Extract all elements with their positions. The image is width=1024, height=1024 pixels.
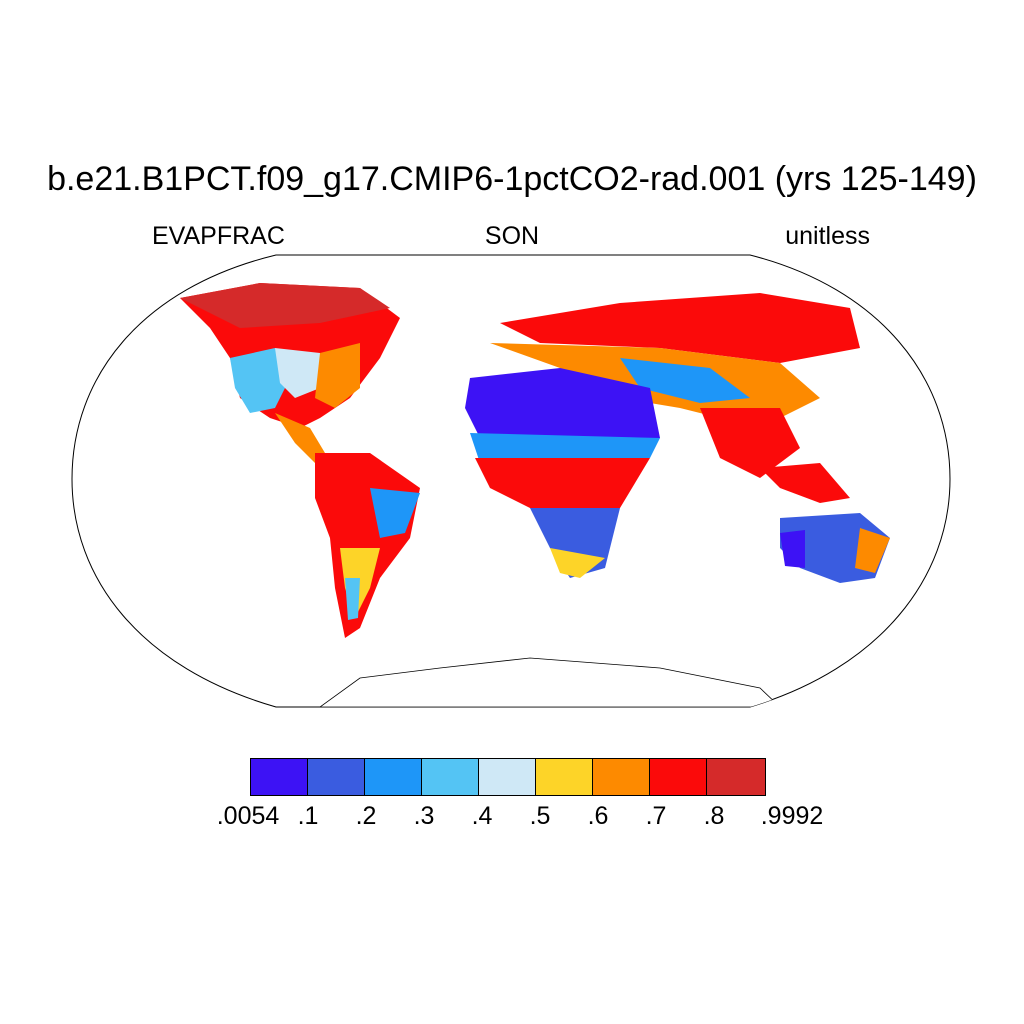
world-map — [71, 254, 951, 708]
season-label: SON — [484, 222, 540, 250]
south-america-cone — [345, 578, 360, 620]
colorbar-label-6: .6 — [587, 802, 609, 830]
colorbar-label-0: .0054 — [216, 802, 280, 830]
colorbar-label-5: .5 — [529, 802, 551, 830]
australia-west — [780, 530, 805, 568]
africa-north-desert — [465, 368, 660, 443]
south-asia — [700, 408, 800, 478]
antarctica-outline — [318, 657, 782, 707]
colorbar-box-5 — [536, 759, 593, 795]
colorbar-label-8: .8 — [703, 802, 725, 830]
africa-southern-tip — [550, 548, 605, 578]
colorbar-box-6 — [593, 759, 650, 795]
colorbar-label-3: .3 — [413, 802, 435, 830]
colorbar-box-8 — [707, 759, 765, 795]
colorbar — [250, 758, 766, 796]
north-america-west — [230, 348, 290, 413]
colorbar-box-2 — [365, 759, 422, 795]
colorbar-box-1 — [308, 759, 365, 795]
colorbar-label-2: .2 — [355, 802, 377, 830]
southeast-asia — [760, 463, 850, 503]
mexico-central-america — [275, 413, 325, 463]
africa-sahel — [470, 433, 660, 463]
colorbar-box-0 — [251, 759, 308, 795]
north-america-east — [315, 343, 360, 408]
south-america-east — [370, 488, 420, 538]
colorbar-box-7 — [650, 759, 707, 795]
central-asia — [620, 358, 750, 403]
north-america-interior — [275, 348, 320, 398]
colorbar-label-1: .1 — [297, 802, 319, 830]
variable-label: EVAPFRAC — [152, 222, 285, 250]
colorbar-box-4 — [479, 759, 536, 795]
colorbar-label-7: .7 — [645, 802, 667, 830]
land-field — [180, 283, 890, 707]
units-label: unitless — [785, 222, 870, 250]
plot-title: b.e21.B1PCT.f09_g17.CMIP6-1pctCO2-rad.00… — [47, 160, 977, 198]
australia-east — [855, 528, 890, 573]
africa-central — [475, 458, 650, 518]
canada-north — [180, 283, 390, 328]
colorbar-box-3 — [422, 759, 479, 795]
colorbar-label-4: .4 — [471, 802, 493, 830]
eurasia-north — [500, 293, 860, 363]
colorbar-label-9: .9992 — [760, 802, 824, 830]
